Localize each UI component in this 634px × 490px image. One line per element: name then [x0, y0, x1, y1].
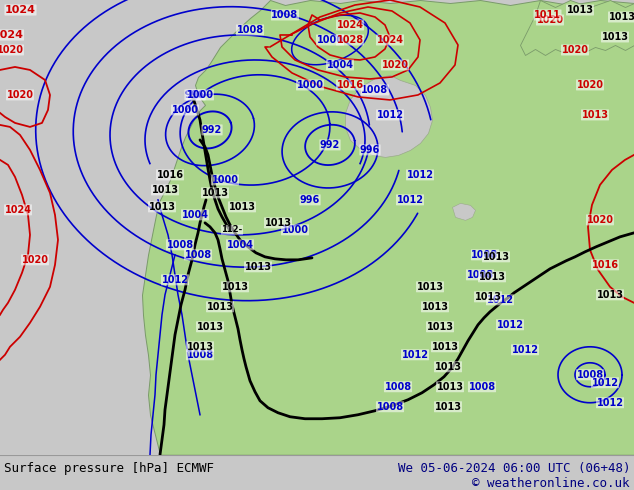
Text: 1028: 1028: [337, 35, 363, 45]
Text: 1008: 1008: [184, 250, 212, 260]
Text: 1016: 1016: [337, 80, 363, 90]
Text: 1012: 1012: [406, 170, 434, 180]
Text: 1020: 1020: [22, 255, 48, 265]
Text: 1000: 1000: [297, 80, 323, 90]
Text: 1008: 1008: [167, 240, 193, 250]
Text: Surface pressure [hPa] ECMWF: Surface pressure [hPa] ECMWF: [4, 462, 214, 475]
Text: 1012: 1012: [592, 378, 619, 388]
Text: We 05-06-2024 06:00 UTC (06+48): We 05-06-2024 06:00 UTC (06+48): [398, 462, 630, 475]
Text: 1013: 1013: [432, 342, 458, 352]
Text: 1013: 1013: [436, 382, 463, 392]
Text: 1012: 1012: [162, 275, 188, 285]
Text: 1013: 1013: [422, 302, 448, 312]
Text: 1013: 1013: [567, 5, 593, 15]
Text: 1012: 1012: [396, 195, 424, 205]
Text: 1013: 1013: [474, 292, 501, 302]
Text: 1020: 1020: [536, 15, 564, 25]
Text: 1013: 1013: [264, 218, 292, 228]
Text: 1013: 1013: [479, 272, 505, 282]
Text: 1013: 1013: [434, 362, 462, 372]
Text: 1024: 1024: [5, 5, 36, 15]
Text: 996: 996: [185, 90, 205, 100]
Text: 1000: 1000: [212, 175, 238, 185]
Text: 1013: 1013: [427, 322, 453, 332]
Text: 1000: 1000: [281, 225, 309, 235]
Text: 1008: 1008: [236, 25, 264, 35]
Text: 1013: 1013: [186, 342, 214, 352]
Text: 1008: 1008: [472, 250, 498, 260]
Text: 1024: 1024: [377, 35, 403, 45]
Text: 1013: 1013: [207, 302, 233, 312]
Text: 1008: 1008: [469, 382, 496, 392]
Text: 112-: 112-: [221, 225, 243, 234]
Text: 1012: 1012: [486, 295, 514, 305]
Text: 1008: 1008: [361, 85, 389, 95]
Text: 1012: 1012: [512, 345, 538, 355]
Text: 1013: 1013: [602, 32, 628, 42]
Text: 1013: 1013: [245, 262, 271, 272]
Text: 1016: 1016: [157, 170, 183, 180]
Text: 1013: 1013: [597, 290, 623, 300]
Text: 1020: 1020: [576, 80, 604, 90]
Text: 1000: 1000: [316, 35, 344, 45]
Text: 1013: 1013: [197, 322, 224, 332]
Text: 1004: 1004: [327, 60, 354, 70]
Text: 1012: 1012: [597, 398, 623, 408]
Text: 1008: 1008: [576, 370, 604, 380]
Text: 1016: 1016: [592, 260, 619, 270]
Text: 1008: 1008: [467, 270, 493, 280]
Text: 996: 996: [300, 195, 320, 205]
Text: 996: 996: [360, 145, 380, 155]
Text: 1013: 1013: [434, 402, 462, 412]
Text: 1020: 1020: [0, 45, 23, 55]
Text: 1013: 1013: [482, 252, 510, 262]
Text: 992: 992: [320, 140, 340, 150]
Text: 1013: 1013: [417, 282, 444, 292]
Text: 1004: 1004: [226, 240, 254, 250]
Text: 1013: 1013: [581, 110, 609, 120]
Text: 1008: 1008: [377, 402, 404, 412]
Text: 1012: 1012: [401, 350, 429, 360]
Text: 1020: 1020: [382, 60, 408, 70]
Text: 1011: 1011: [534, 10, 561, 20]
Text: 1013: 1013: [609, 12, 634, 22]
Text: 1013: 1013: [221, 282, 249, 292]
Text: 1024: 1024: [0, 30, 23, 40]
Text: 1013: 1013: [148, 202, 176, 212]
Text: 992: 992: [202, 125, 222, 135]
Text: 1013: 1013: [152, 185, 179, 195]
Text: 1020: 1020: [586, 215, 614, 225]
Text: 1020: 1020: [6, 90, 34, 100]
Text: 1013: 1013: [228, 202, 256, 212]
Text: 1012: 1012: [496, 320, 524, 330]
Text: 1008: 1008: [271, 10, 299, 20]
Text: 1012: 1012: [377, 110, 403, 120]
Text: 1000: 1000: [172, 105, 198, 115]
Text: 1004: 1004: [181, 210, 209, 220]
Text: 1000: 1000: [186, 90, 214, 100]
Text: 1024: 1024: [337, 20, 363, 30]
Text: © weatheronline.co.uk: © weatheronline.co.uk: [472, 477, 630, 490]
Text: 1008: 1008: [186, 350, 214, 360]
Text: 1008: 1008: [384, 382, 411, 392]
Text: 1013: 1013: [202, 188, 228, 198]
Text: 1020: 1020: [562, 45, 588, 55]
Text: 1024: 1024: [4, 205, 32, 215]
